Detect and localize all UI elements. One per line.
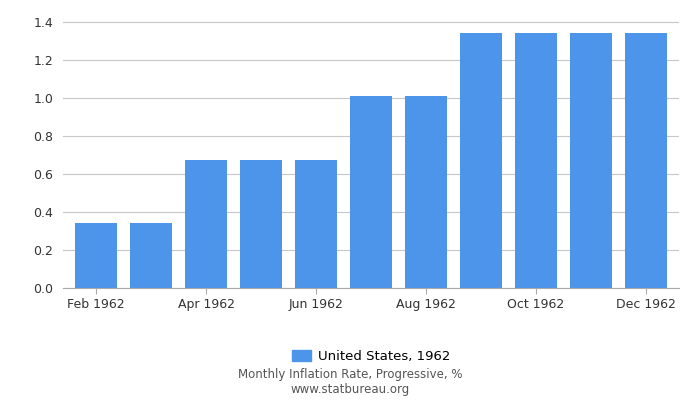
Bar (405, 96, 447, 288)
Bar (515, 33, 557, 288)
Bar (461, 33, 502, 288)
Bar (625, 33, 666, 288)
Bar (570, 33, 612, 288)
Bar (240, 160, 281, 288)
Bar (186, 160, 227, 288)
Bar (76, 223, 117, 288)
Bar (130, 223, 172, 288)
Text: www.statbureau.org: www.statbureau.org (290, 383, 410, 396)
Bar (351, 96, 391, 288)
Bar (295, 160, 337, 288)
Text: Monthly Inflation Rate, Progressive, %: Monthly Inflation Rate, Progressive, % (238, 368, 462, 381)
Legend: United States, 1962: United States, 1962 (286, 344, 456, 368)
